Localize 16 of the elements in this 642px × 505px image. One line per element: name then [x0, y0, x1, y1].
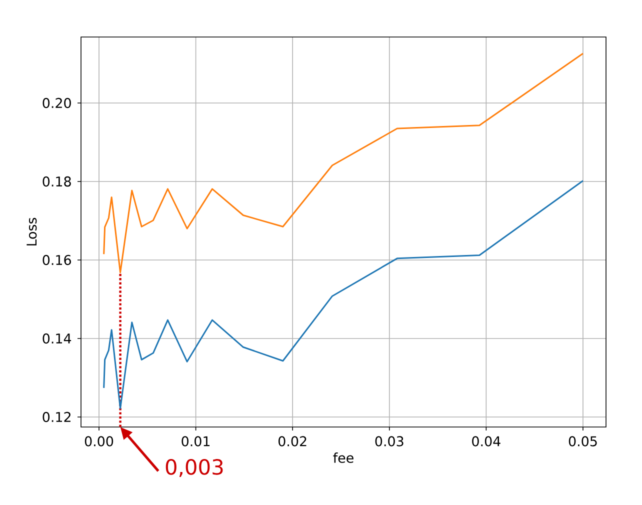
- annotation: 0,003: [166, 459, 223, 477]
- y-tick-label: 0.16: [42, 254, 71, 266]
- x-tick-label: 0.02: [278, 436, 306, 446]
- x-tick-label: 0.04: [472, 436, 500, 446]
- y-tick-label: 0.20: [42, 98, 71, 108]
- x-tick-label: 0.01: [182, 436, 210, 446]
- x-tick-label: 0.05: [568, 436, 597, 446]
- y-tick-label: 0.18: [42, 176, 71, 187]
- x-tick-label: 0.00: [84, 436, 114, 446]
- x-tick-label: 0.03: [375, 436, 404, 446]
- line-series: [103, 52, 584, 274]
- y-axis-title: Loss: [26, 218, 37, 246]
- x-axis-title: fee: [333, 452, 354, 463]
- y-tick-label: 0.14: [42, 333, 72, 344]
- line-series: [103, 180, 584, 410]
- y-tick-label: 0.12: [42, 412, 70, 422]
